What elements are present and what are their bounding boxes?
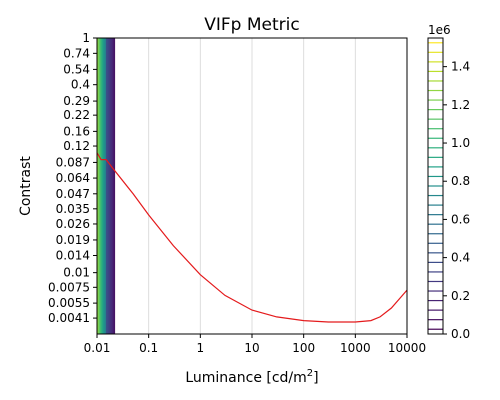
y-tick-label: 0.01 xyxy=(63,266,90,280)
y-tick-label: 0.4 xyxy=(71,78,90,92)
colorbar-ticks: 0.0 0.2 0.4 0.6 0.8 1.0 1.2 1.4 xyxy=(443,60,470,341)
y-tick-label: 0.019 xyxy=(56,233,90,247)
x-tick-label: 0.01 xyxy=(84,341,111,355)
x-axis: 0.01 0.1 1 10 100 1000 10000 xyxy=(84,334,426,355)
y-tick-label: 0.026 xyxy=(56,217,90,231)
colorbar-tick-label: 0.8 xyxy=(451,174,470,188)
contour-band xyxy=(103,38,105,334)
x-axis-label-superscript: 2 xyxy=(307,368,313,379)
contour-band xyxy=(97,38,99,334)
colorbar-tick-label: 1.0 xyxy=(451,136,470,150)
y-tick-label: 0.29 xyxy=(63,94,90,108)
contour-band xyxy=(105,38,107,334)
colorbar: 0.0 0.2 0.4 0.6 0.8 1.0 1.2 1.4 1e6 xyxy=(427,23,470,341)
y-tick-label: 1 xyxy=(82,31,90,45)
y-tick-label: 0.064 xyxy=(56,171,90,185)
x-tick-label: 100 xyxy=(292,341,315,355)
colorbar-tick-label: 0.0 xyxy=(451,327,470,341)
y-tick-label: 0.087 xyxy=(56,155,90,169)
x-axis-label: Luminance [cd/m2] xyxy=(185,368,318,386)
colorbar-tick-label: 0.4 xyxy=(451,251,470,265)
contour-band xyxy=(101,38,103,334)
y-tick-label: 0.0075 xyxy=(48,280,90,294)
contour-band xyxy=(102,38,104,334)
colorbar-multiplier: 1e6 xyxy=(428,23,451,37)
y-tick-label: 0.035 xyxy=(56,202,90,216)
contour-band xyxy=(102,38,105,334)
x-tick-label: 10000 xyxy=(388,341,426,355)
threshold-line xyxy=(96,152,408,323)
contour-band xyxy=(100,38,102,334)
contour-band xyxy=(99,38,101,334)
colorbar-tick-label: 1.4 xyxy=(451,60,470,74)
y-tick-label: 0.014 xyxy=(56,249,90,263)
contour-band xyxy=(104,38,106,334)
y-tick-label: 0.74 xyxy=(63,46,90,60)
y-tick-label: 0.12 xyxy=(63,139,90,153)
y-tick-label: 0.54 xyxy=(63,62,90,76)
chart-title: VIFp Metric xyxy=(204,15,299,35)
y-tick-label: 0.0055 xyxy=(48,296,90,310)
colorbar-tick-label: 0.6 xyxy=(451,212,470,226)
y-tick-label: 0.22 xyxy=(63,108,90,122)
y-tick-label: 0.16 xyxy=(63,124,90,138)
y-tick-label: 0.047 xyxy=(56,187,90,201)
contour-band xyxy=(97,38,99,334)
y-axis-label: Contrast xyxy=(18,156,34,216)
colorbar-tick-label: 1.2 xyxy=(451,98,470,112)
contour-band xyxy=(108,38,110,334)
y-axis: 10.74 0.54 0.4 0.290.22 0.160.12 0.087 0.064 0.… xyxy=(48,31,97,325)
grid-lines xyxy=(148,38,356,334)
colorbar-tick-label: 0.2 xyxy=(451,289,470,303)
x-tick-label: 10 xyxy=(244,341,259,355)
plot-area xyxy=(96,37,408,335)
contour-band xyxy=(99,38,102,334)
x-tick-label: 1 xyxy=(197,341,205,355)
contour-band xyxy=(98,38,100,334)
contour-band xyxy=(111,38,113,334)
contour-band-region xyxy=(97,38,116,334)
y-tick-label: 0.0041 xyxy=(48,311,90,325)
x-tick-label: 0.1 xyxy=(139,341,158,355)
x-tick-label: 1000 xyxy=(340,341,371,355)
colorbar-frame xyxy=(427,37,444,335)
colorbar-levels xyxy=(428,42,443,330)
